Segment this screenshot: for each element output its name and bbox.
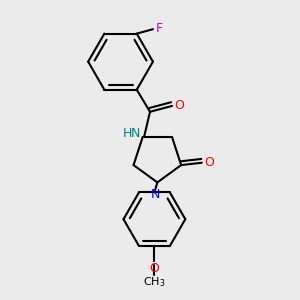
Text: F: F <box>155 22 162 35</box>
Text: O: O <box>149 262 159 275</box>
Text: H: H <box>123 128 132 140</box>
Text: N: N <box>130 128 140 140</box>
Text: O: O <box>204 156 214 169</box>
Text: CH$_3$: CH$_3$ <box>143 275 166 289</box>
Text: O: O <box>174 99 184 112</box>
Text: N: N <box>151 188 160 201</box>
